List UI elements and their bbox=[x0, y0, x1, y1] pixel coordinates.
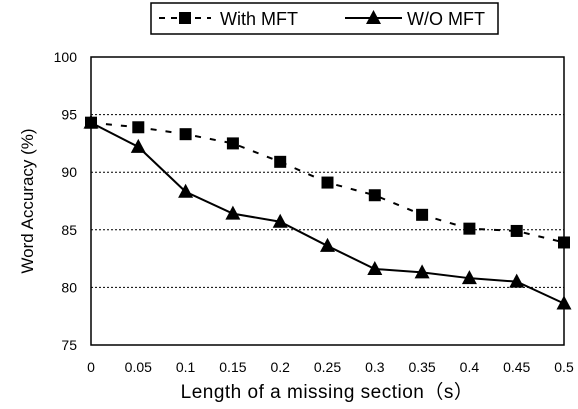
x-tick-label: 0.35 bbox=[408, 359, 435, 375]
data-point-square bbox=[368, 189, 381, 202]
data-point-square bbox=[558, 236, 570, 249]
x-tick-label: 0.45 bbox=[503, 359, 530, 375]
legend: With MFT W/O MFT bbox=[150, 2, 499, 35]
x-tick-label: 0.2 bbox=[270, 359, 290, 375]
data-point-square bbox=[321, 176, 334, 189]
series-layer bbox=[83, 114, 572, 310]
data-point-triangle bbox=[509, 273, 525, 288]
data-point-square bbox=[132, 121, 145, 134]
x-tick-label: 0.25 bbox=[314, 359, 341, 375]
data-point-triangle bbox=[556, 295, 572, 310]
data-point-square bbox=[226, 137, 239, 150]
data-point-square bbox=[179, 128, 192, 141]
data-point-triangle bbox=[272, 213, 288, 228]
x-tick-label: 0.05 bbox=[125, 359, 152, 375]
data-point-square bbox=[463, 222, 476, 235]
legend-label-wo-mft: W/O MFT bbox=[407, 9, 485, 29]
data-point-triangle bbox=[461, 270, 477, 285]
data-point-triangle bbox=[178, 183, 194, 198]
plot-area-frame bbox=[90, 56, 565, 346]
data-point-square bbox=[510, 224, 523, 237]
y-tick-label: 90 bbox=[61, 164, 77, 180]
y-tick-label: 95 bbox=[61, 107, 77, 123]
x-tick-label: 0.5 bbox=[554, 359, 574, 375]
data-point-triangle bbox=[83, 114, 99, 129]
data-point-square bbox=[274, 155, 287, 168]
series-line bbox=[90, 121, 565, 305]
y-tick-label: 75 bbox=[61, 337, 77, 353]
series-with-mft bbox=[85, 116, 570, 249]
data-point-triangle bbox=[320, 237, 335, 252]
x-tick-label: 0.15 bbox=[219, 359, 246, 375]
y-tick-label: 100 bbox=[54, 49, 78, 65]
series-wo-mft bbox=[83, 114, 572, 310]
x-axis-label: Length of a missing section（s） bbox=[181, 381, 474, 403]
legend-marker-square bbox=[179, 12, 191, 24]
y-axis-label: Word Accuracy (%) bbox=[18, 128, 37, 273]
data-point-triangle bbox=[130, 138, 146, 153]
data-point-square bbox=[416, 208, 429, 221]
legend-label-with-mft: With MFT bbox=[220, 9, 298, 29]
x-tick-label: 0.4 bbox=[460, 359, 480, 375]
gridlines bbox=[91, 114, 564, 288]
data-point-triangle bbox=[367, 260, 383, 275]
data-point-triangle bbox=[414, 264, 430, 279]
data-point-triangle bbox=[225, 205, 241, 220]
x-tick-label: 0 bbox=[87, 359, 95, 375]
x-tick-label: 0.1 bbox=[176, 359, 196, 375]
x-axis-ticks: 0 0.05 0.1 0.15 0.2 0.25 0.3 0.35 0.4 0.45 0.5 bbox=[87, 359, 574, 375]
y-tick-label: 80 bbox=[61, 279, 77, 295]
legend-marker-triangle bbox=[366, 10, 381, 24]
x-tick-label: 0.3 bbox=[365, 359, 385, 375]
y-tick-label: 85 bbox=[61, 222, 77, 238]
y-axis-ticks: 75 80 85 90 95 100 bbox=[54, 49, 78, 353]
